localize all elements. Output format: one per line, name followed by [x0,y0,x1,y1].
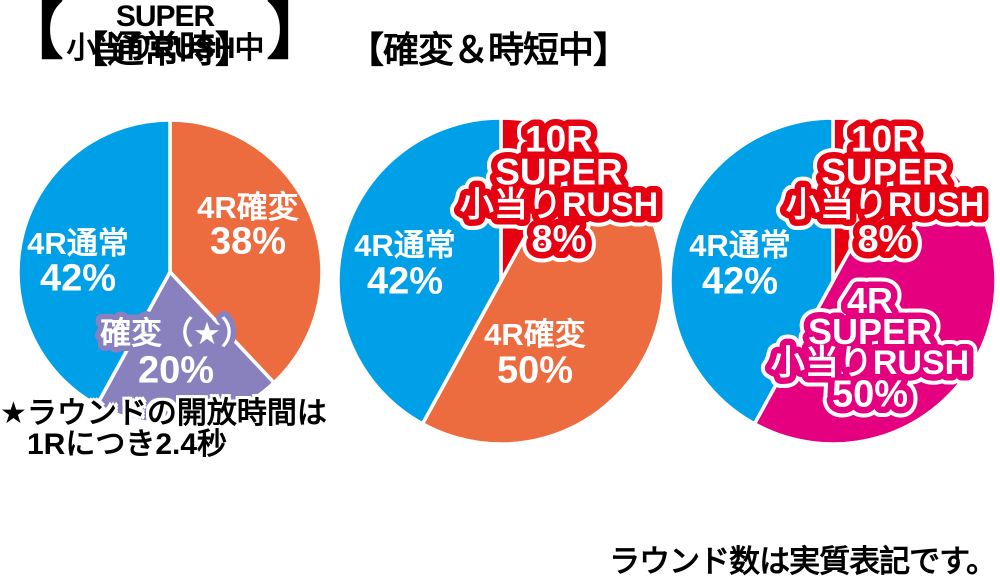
pie-label-4r-tsujo-line1: 4R通常 [689,228,791,263]
pie-label-10r-super-koatari-rush-line3: 小当りRUSH [460,186,658,224]
pie-label-4r-super-koatari-rush-line4: 50% [832,374,908,416]
pie-label-4r-kakuhen-line1: 4R確変 [197,190,299,225]
pie-label-10r-super-koatari-rush-line3: 小当りRUSH [786,186,984,224]
pie-label-10r-super-koatari-rush-line3: 小当りRUSH [460,186,658,224]
pie-slice-4r-tsujo [16,118,172,407]
pie-slice-4r-super-koatari-rush [752,136,998,446]
pie-label-kakuhen-star-line2: 20% [138,350,214,392]
pie-slice-4r-tsujo [668,116,835,426]
pie-label-4r-super-koatari-rush-line3: 小当りRUSH [771,344,969,382]
pie-label-4r-super-koatari-rush-line1: 4R [847,280,893,321]
pie-label-4r-kakuhen-line2: 38% [210,221,286,263]
pie-label-4r-super-koatari-rush-line1: 4R [847,280,893,321]
pie-label-10r-super-koatari-rush-line1: 10R [851,118,919,159]
pie-label-10r-super-koatari-rush-line4: 8% [532,219,587,261]
pie-label-kakuhen-star-line1: 確変（★） [100,316,252,351]
pie-label-4r-kakuhen-line1: 4R確変 [484,317,586,352]
chart-title-kakuhen-jitan: 【確変＆時短中】 [347,29,629,70]
pie-label-kakuhen-star-line1: 確変（★） [100,316,252,351]
round-count-disclaimer: ラウンド数は実質表記です。 [609,544,997,577]
chart-title-normal: 【通常時】 [71,29,252,70]
pie-label-kakuhen-star-line2: 20% [138,350,214,392]
chart-title-super-koatari-rush: 【 SUPER 小当りRUSH中 】 [0,0,330,66]
pie-label-4r-super-koatari-rush-line3: 小当りRUSH [771,344,969,382]
pie-label-10r-super-koatari-rush-line1: 10R [525,118,593,159]
pie-label-10r-super-koatari-rush-line3: 小当りRUSH [786,186,984,224]
pie-label-4r-super-koatari-rush-line4: 50% [832,374,908,416]
pie-label-4r-super-koatari-rush-line4: 50% [832,374,908,416]
title-line2: 小当りRUSH中 [66,32,264,65]
note-line1: ★ラウンドの開放時間は [0,397,327,430]
pie-label-10r-super-koatari-rush-line1: 10R [851,118,919,159]
pie-label-4r-tsujo-line2: 42% [367,261,443,303]
title-line1: SUPER [115,0,215,33]
pie-label-10r-super-koatari-rush-line4: 8% [532,219,587,261]
pie-label-10r-super-koatari-rush-line4: 8% [858,219,913,261]
title-lines: SUPER 小当りRUSH中 [66,0,264,65]
pie-slice-4r-tsujo [336,116,503,426]
pie-label-4r-tsujo-line1: 4R通常 [354,228,456,263]
pie-label-4r-tsujo-line1: 4R通常 [27,226,129,261]
pie-label-10r-super-koatari-rush-line4: 8% [858,219,913,261]
pie-slice-kakuhen-star [95,270,276,426]
pie-label-10r-super-koatari-rush-line2: SUPER [495,151,622,192]
pie-label-10r-super-koatari-rush-line1: 10R [525,118,593,159]
note-line2: 1Rにつき2.4秒 [26,428,228,461]
left-bracket: 【 [1,0,64,67]
pie-label-10r-super-koatari-rush-line4: 8% [532,219,587,261]
pie-label-4r-kakuhen-line2: 50% [497,350,573,392]
pie-label-4r-super-koatari-rush-line2: SUPER [808,311,932,352]
right-bracket: 】 [266,0,329,67]
pie-label-10r-super-koatari-rush-line4: 8% [858,219,913,261]
pie-slice-4r-kakuhen [168,118,324,385]
pie-label-10r-super-koatari-rush-line2: SUPER [821,151,948,192]
pie-label-4r-super-koatari-rush-line2: SUPER [808,311,932,352]
round-open-time-note: ★ラウンドの開放時間は 1Rにつき2.4秒 [0,397,327,461]
pie-label-4r-tsujo-line2: 42% [702,261,778,303]
pie-label-10r-super-koatari-rush-line2: SUPER [821,151,948,192]
pie-label-4r-tsujo-line2: 42% [40,258,116,300]
pie-label-10r-super-koatari-rush-line2: SUPER [495,151,622,192]
pie-slice-4r-kakuhen [420,136,666,446]
